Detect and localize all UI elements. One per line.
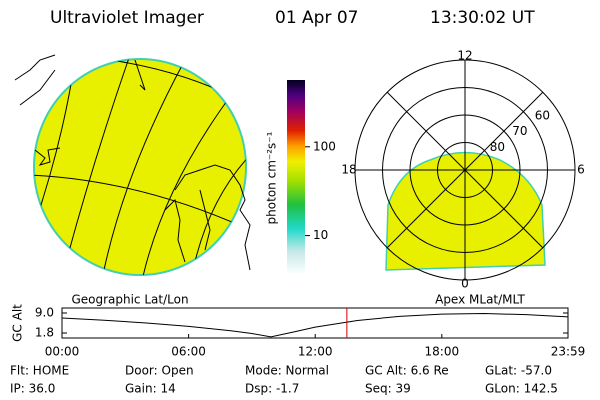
- info-field: Seq: 39: [365, 382, 411, 396]
- mlt-label: 12: [457, 49, 472, 63]
- colorbar-tick-label: 10: [313, 228, 328, 242]
- info-field: Mode: Normal: [245, 364, 329, 378]
- panel-label: Geographic Lat/Lon: [71, 293, 188, 307]
- y-axis-label: GC Alt: [11, 304, 25, 342]
- date: 01 Apr 07: [275, 8, 358, 28]
- info-field: Door: Open: [125, 364, 194, 378]
- mlt-label: 18: [341, 163, 356, 177]
- panel-label: Apex MLat/MLT: [435, 293, 525, 307]
- time: 13:30:02 UT: [430, 8, 535, 28]
- colorbar-label: photon cm⁻²s⁻¹: [265, 131, 279, 224]
- lat-label: 70: [512, 124, 527, 138]
- colorbar-tick-label: 100: [313, 139, 336, 153]
- x-tick-label: 23:59: [551, 345, 586, 359]
- info-field: Gain: 14: [125, 382, 176, 396]
- instrument: Ultraviolet Imager: [50, 8, 204, 28]
- info-field: GC Alt: 6.6 Re: [365, 364, 449, 378]
- info-field: Dsp: -1.7: [245, 382, 299, 396]
- colorbar: [287, 80, 305, 275]
- x-tick-label: 18:00: [425, 345, 460, 359]
- x-tick-label: 00:00: [45, 345, 80, 359]
- info-field: GLon: 142.5: [485, 382, 558, 396]
- y-tick-label: 9.0: [35, 306, 54, 320]
- lat-ring: [382, 87, 548, 253]
- info-field: Flt: HOME: [10, 364, 69, 378]
- mlt-label: 6: [577, 163, 585, 177]
- info-field: GLat: -57.0: [485, 364, 552, 378]
- x-tick-label: 12:00: [298, 345, 333, 359]
- lat-label: 60: [535, 108, 550, 122]
- mlt-label: 0: [461, 277, 469, 291]
- geo-image: [14, 54, 251, 276]
- info-field: IP: 36.0: [10, 382, 55, 396]
- lat-ring: [409, 114, 521, 226]
- y-tick-label: 1.8: [35, 326, 54, 340]
- x-tick-label: 06:00: [171, 345, 206, 359]
- lat-ring: [437, 142, 493, 198]
- lat-label: 80: [490, 140, 505, 154]
- alt-frame: [61, 307, 569, 339]
- altitude-line: [61, 313, 569, 338]
